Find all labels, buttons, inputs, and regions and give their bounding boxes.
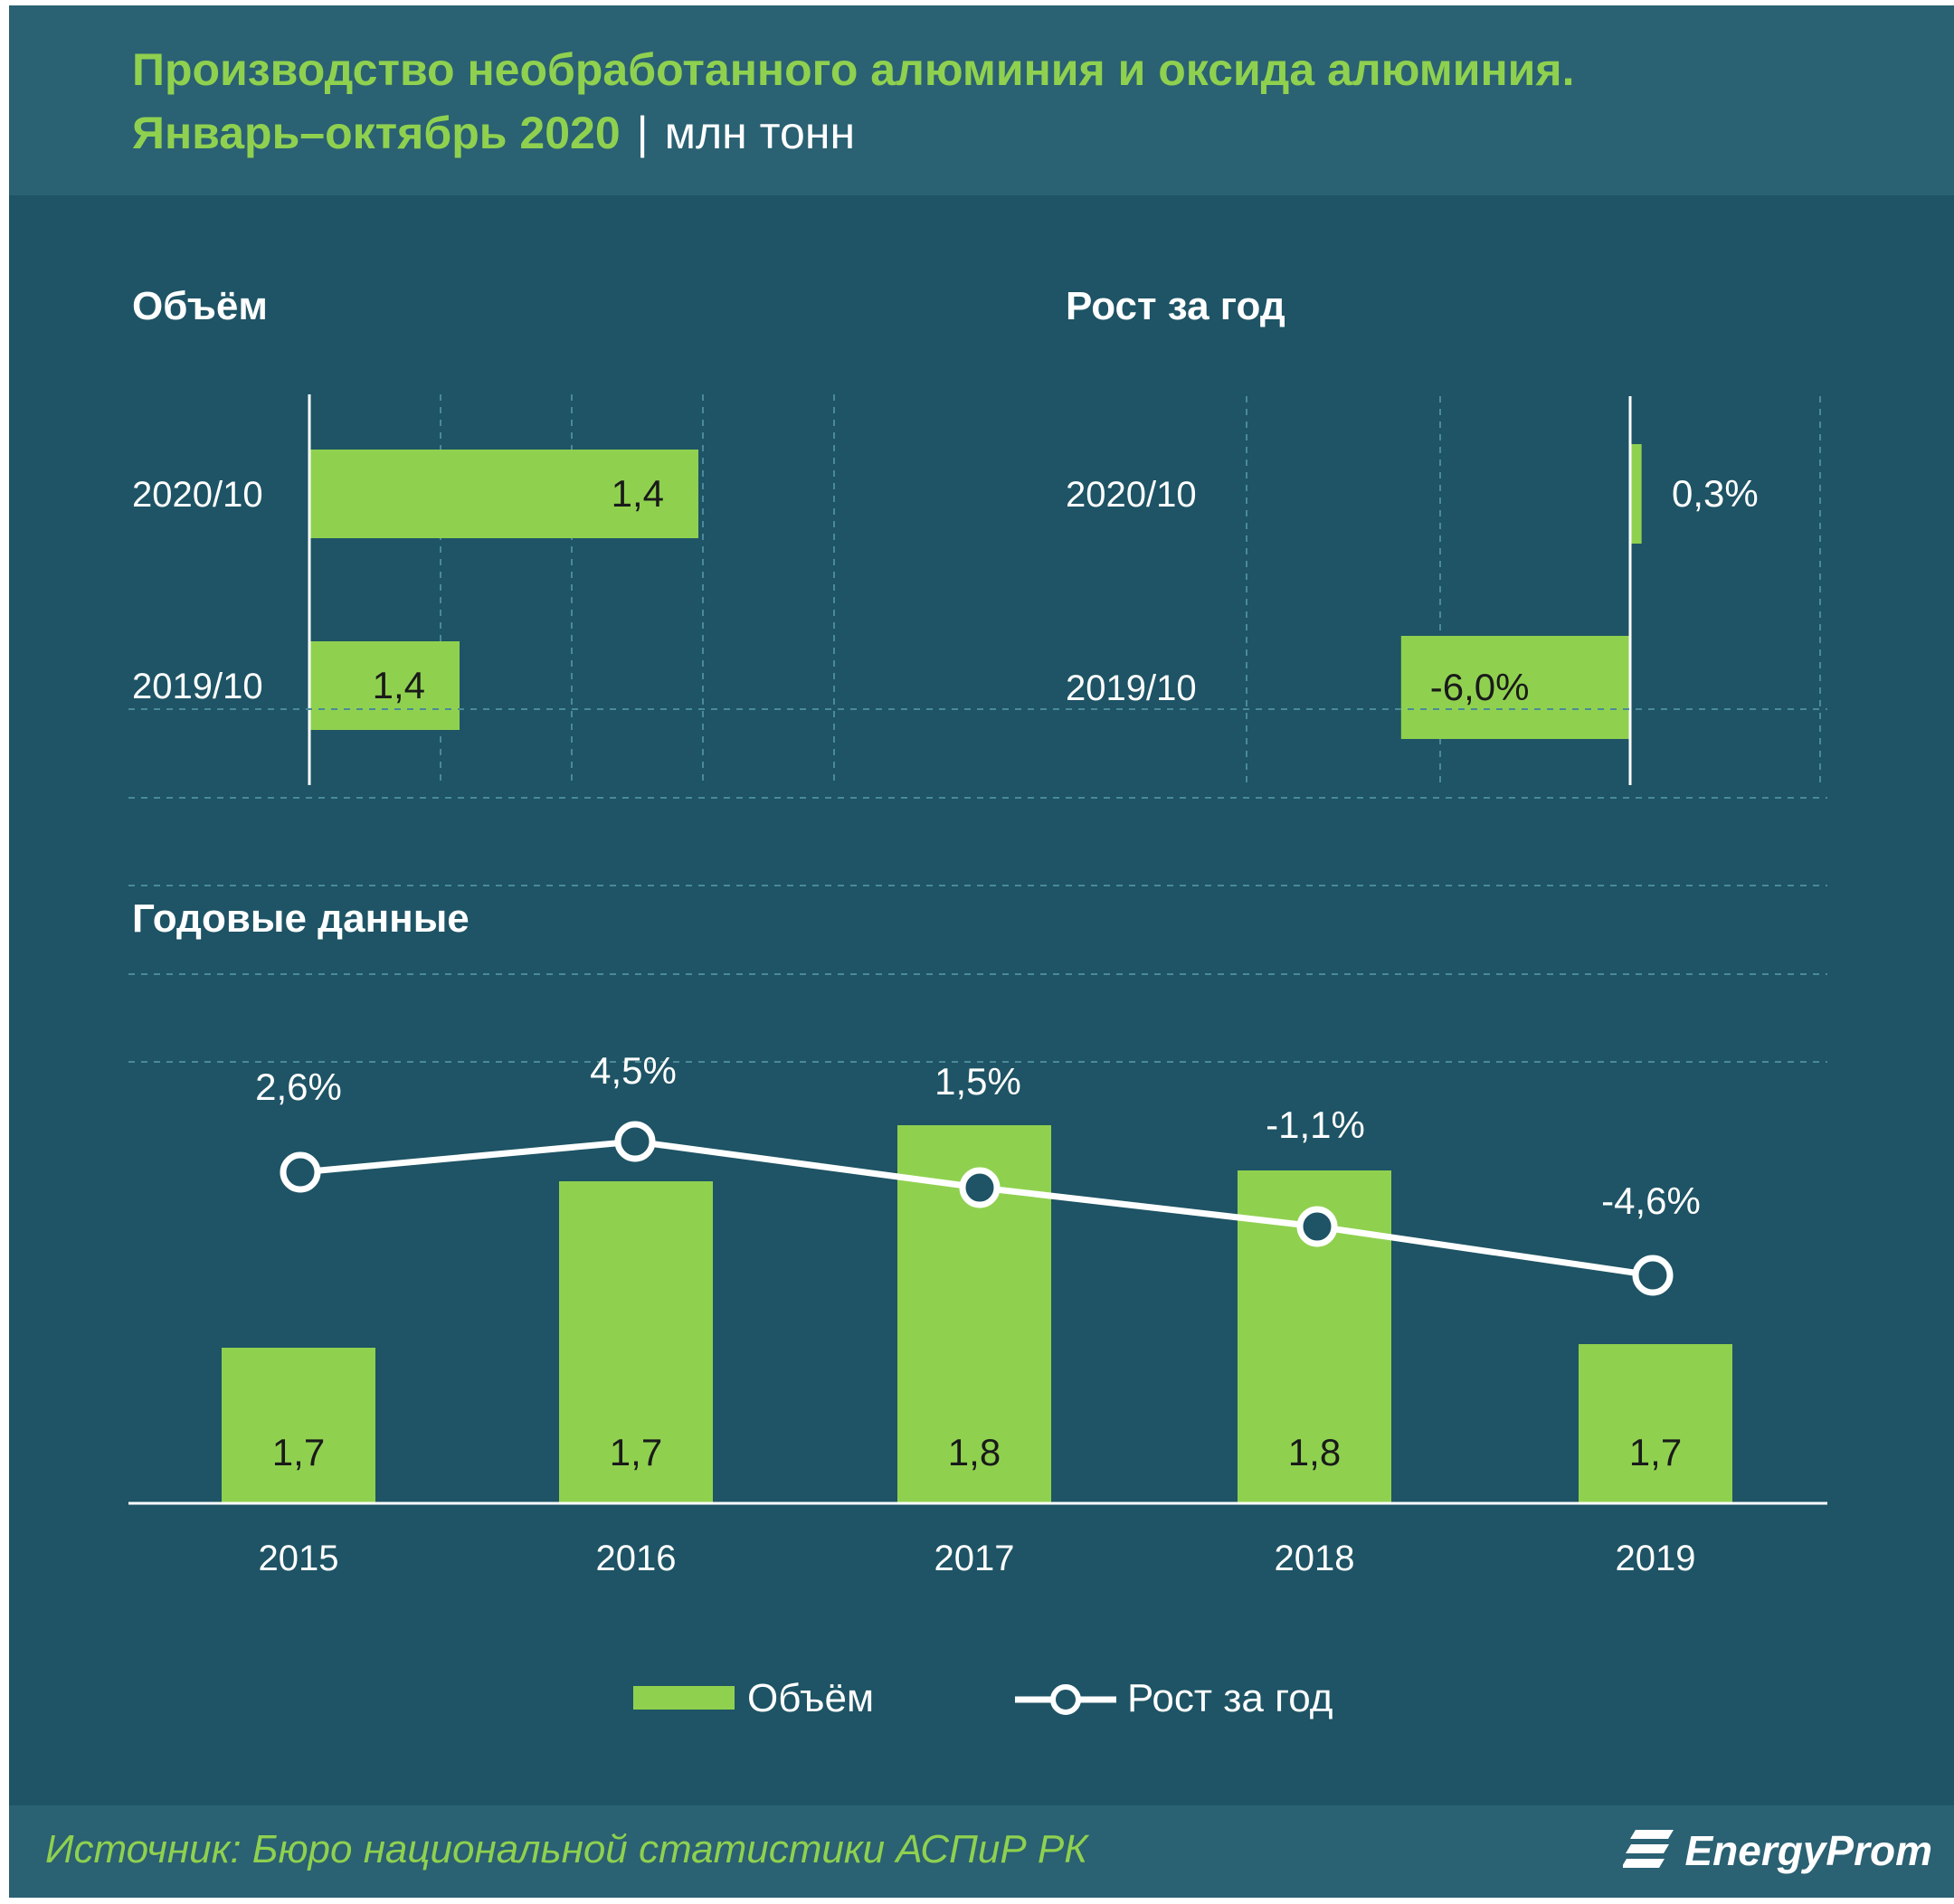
growth-point-label: -4,6%: [1601, 1179, 1701, 1222]
annual-category-label: 2017: [934, 1539, 1015, 1578]
annual-bar: [1579, 1344, 1732, 1503]
growth-point: [1632, 1255, 1674, 1296]
chart-subtitle: Январь–октябрь 2020 | млн тонн: [132, 107, 855, 159]
legend-growth-marker: [1050, 1684, 1081, 1715]
growth-point: [1296, 1206, 1338, 1247]
volume-section-title: Объём: [132, 284, 268, 328]
brand-name: EnergyProm: [1684, 1827, 1932, 1874]
growth-point-label: 1,5%: [934, 1060, 1021, 1103]
growth-category-label: 2020/10: [1066, 475, 1197, 515]
header: Производство необработанного алюминия и …: [9, 5, 1954, 195]
charts-canvas: 1,4 2020/10 1,4 2019/10 0,3% 2020/10 -6,0% 2019…: [128, 394, 1827, 1720]
volume-category-label: 2020/10: [132, 475, 263, 515]
annual-bar: [222, 1348, 375, 1503]
annual-category-label: 2016: [596, 1539, 677, 1578]
period-label: Январь–октябрь 2020: [132, 108, 621, 158]
growth-bar-label: 0,3%: [1672, 472, 1759, 515]
annual-category-label: 2019: [1616, 1539, 1696, 1578]
volume-bar-label: 1,4: [373, 664, 425, 706]
energyprom-logo-icon: [1623, 1830, 1674, 1868]
growth-bar: [1630, 444, 1642, 544]
annual-section-title: Годовые данные: [132, 896, 470, 941]
growth-point: [614, 1121, 656, 1162]
annual-category-label: 2015: [259, 1539, 339, 1578]
annual-bar-label: 1,8: [1288, 1431, 1341, 1473]
footer: Источник: Бюро национальной статистики А…: [9, 1805, 1954, 1898]
annual-bar: [559, 1181, 713, 1503]
growth-bar-label: -6,0%: [1430, 666, 1530, 708]
growth-point-label: 4,5%: [590, 1049, 677, 1092]
growth-point-label: -1,1%: [1266, 1104, 1365, 1146]
annual-bar-label: 1,7: [1629, 1431, 1682, 1473]
annual-bar-label: 1,8: [948, 1431, 1001, 1473]
infographic-card: Производство необработанного алюминия и …: [9, 5, 1954, 1898]
volume-bar: [309, 641, 460, 730]
volume-bar: [309, 450, 698, 538]
legend-growth-label: Рост за год: [1127, 1676, 1333, 1720]
volume-bar-label: 1,4: [612, 472, 664, 515]
growth-section-title: Рост за год: [1066, 284, 1285, 328]
growth-bar: [1400, 636, 1630, 739]
annual-category-label: 2018: [1275, 1539, 1355, 1578]
growth-point-label: 2,6%: [255, 1066, 342, 1108]
legend-volume-label: Объём: [747, 1676, 874, 1720]
unit-label: млн тонн: [664, 108, 856, 158]
source-note: Источник: Бюро национальной статистики А…: [45, 1827, 1088, 1871]
growth-point: [280, 1151, 321, 1193]
legend-volume-swatch: [633, 1686, 735, 1710]
growth-category-label: 2019/10: [1066, 668, 1197, 708]
title-separator: |: [636, 108, 649, 158]
annual-bar-label: 1,7: [610, 1431, 662, 1473]
annual-bar-label: 1,7: [272, 1431, 325, 1473]
chart-title: Производство необработанного алюминия и …: [132, 44, 1575, 95]
brand-logo: EnergyProm: [1623, 1823, 1932, 1878]
growth-point: [959, 1167, 1001, 1208]
volume-category-label: 2019/10: [132, 667, 263, 706]
